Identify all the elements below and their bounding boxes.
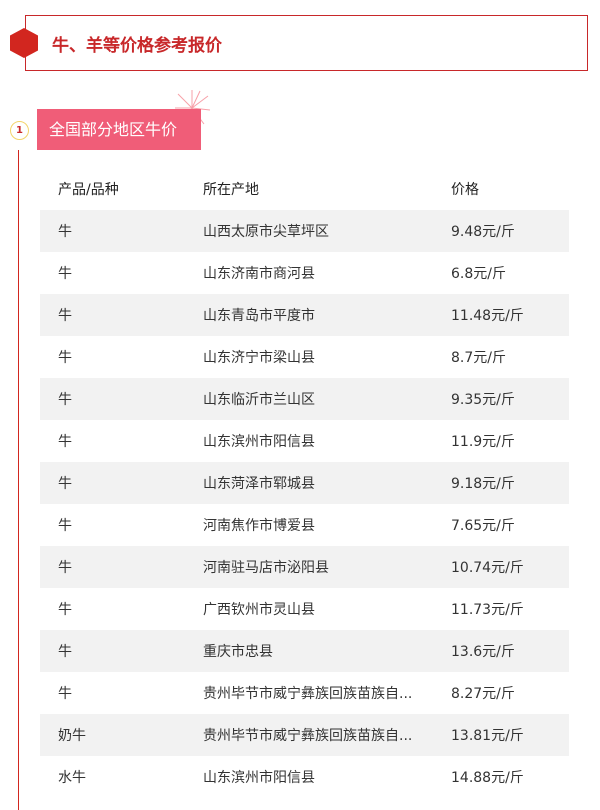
- table-row: 奶牛 贵州毕节市威宁彝族回族苗族自... 13.81元/斤: [40, 714, 569, 756]
- price-cell: 8.27元/斤: [451, 686, 515, 702]
- price-cell: 11.48元/斤: [451, 308, 524, 324]
- product-cell: 牛: [58, 224, 72, 240]
- origin-cell: 河南驻马店市泌阳县: [203, 560, 329, 576]
- origin-cell: 山东菏泽市郓城县: [203, 476, 315, 492]
- section-number: 1: [10, 121, 29, 140]
- origin-cell: 山东滨州市阳信县: [203, 434, 315, 450]
- price-cell: 9.48元/斤: [451, 224, 515, 240]
- price-cell: 6.8元/斤: [451, 266, 506, 282]
- origin-cell: 山西太原市尖草坪区: [203, 224, 329, 240]
- product-cell: 牛: [58, 644, 72, 660]
- product-cell: 牛: [58, 476, 72, 492]
- product-cell: 奶牛: [58, 728, 86, 744]
- table-row: 牛 山西太原市尖草坪区 9.48元/斤: [40, 210, 569, 252]
- table-row: 牛 河南驻马店市泌阳县 10.74元/斤: [40, 546, 569, 588]
- price-cell: 9.35元/斤: [451, 392, 515, 408]
- table-row: 牛 山东济宁市梁山县 8.7元/斤: [40, 336, 569, 378]
- price-cell: 7.65元/斤: [451, 518, 515, 534]
- table-row: 牛 广西钦州市灵山县 11.73元/斤: [40, 588, 569, 630]
- origin-cell: 山东临沂市兰山区: [203, 392, 315, 408]
- price-cell: 10.74元/斤: [451, 560, 524, 576]
- product-cell: 牛: [58, 560, 72, 576]
- price-table: 产品/品种 所在产地 价格 牛山西太原市尖草坪区 9.48元/斤牛山东济南市商河县…: [40, 168, 569, 798]
- price-cell: 14.88元/斤: [451, 770, 524, 786]
- price-cell: 11.9元/斤: [451, 434, 515, 450]
- table-row: 牛 山东临沂市兰山区 9.35元/斤: [40, 378, 569, 420]
- product-cell: 牛: [58, 518, 72, 534]
- page-title: 牛、羊等价格参考报价: [52, 36, 222, 56]
- origin-cell: 河南焦作市博爱县: [203, 518, 315, 534]
- column-header: 价格: [451, 182, 479, 198]
- origin-cell: 山东济南市商河县: [203, 266, 315, 282]
- table-row: 牛 山东菏泽市郓城县 9.18元/斤: [40, 462, 569, 504]
- table-row: 水牛 山东滨州市阳信县 14.88元/斤: [40, 756, 569, 798]
- table-row: 牛 河南焦作市博爱县 7.65元/斤: [40, 504, 569, 546]
- price-cell: 13.81元/斤: [451, 728, 524, 744]
- column-header: 产品/品种: [58, 182, 119, 198]
- price-cell: 9.18元/斤: [451, 476, 515, 492]
- price-cell: 8.7元/斤: [451, 350, 506, 366]
- price-cell: 11.73元/斤: [451, 602, 524, 618]
- timeline-line: [18, 150, 19, 810]
- table-row: 牛 贵州毕节市威宁彝族回族苗族自... 8.27元/斤: [40, 672, 569, 714]
- table-row: 牛 山东济南市商河县 6.8元/斤: [40, 252, 569, 294]
- product-cell: 牛: [58, 350, 72, 366]
- product-cell: 牛: [58, 602, 72, 618]
- product-cell: 牛: [58, 686, 72, 702]
- origin-cell: 贵州毕节市威宁彝族回族苗族自...: [203, 728, 413, 744]
- origin-cell: 广西钦州市灵山县: [203, 602, 315, 618]
- table-row: 牛 重庆市忠县 13.6元/斤: [40, 630, 569, 672]
- table-row: 牛 山东滨州市阳信县 11.9元/斤: [40, 420, 569, 462]
- column-header: 所在产地: [203, 182, 259, 198]
- product-cell: 牛: [58, 308, 72, 324]
- hexagon-icon: [10, 28, 38, 58]
- origin-cell: 贵州毕节市威宁彝族回族苗族自...: [203, 686, 413, 702]
- origin-cell: 山东青岛市平度市: [203, 308, 315, 324]
- product-cell: 牛: [58, 434, 72, 450]
- product-cell: 牛: [58, 392, 72, 408]
- origin-cell: 山东济宁市梁山县: [203, 350, 315, 366]
- table-row: 牛 山东青岛市平度市 11.48元/斤: [40, 294, 569, 336]
- table-header: 产品/品种 所在产地 价格: [40, 168, 569, 210]
- product-cell: 水牛: [58, 770, 86, 786]
- price-cell: 13.6元/斤: [451, 644, 515, 660]
- origin-cell: 山东滨州市阳信县: [203, 770, 315, 786]
- origin-cell: 重庆市忠县: [203, 644, 273, 660]
- product-cell: 牛: [58, 266, 72, 282]
- section-title: 全国部分地区牛价: [37, 109, 201, 150]
